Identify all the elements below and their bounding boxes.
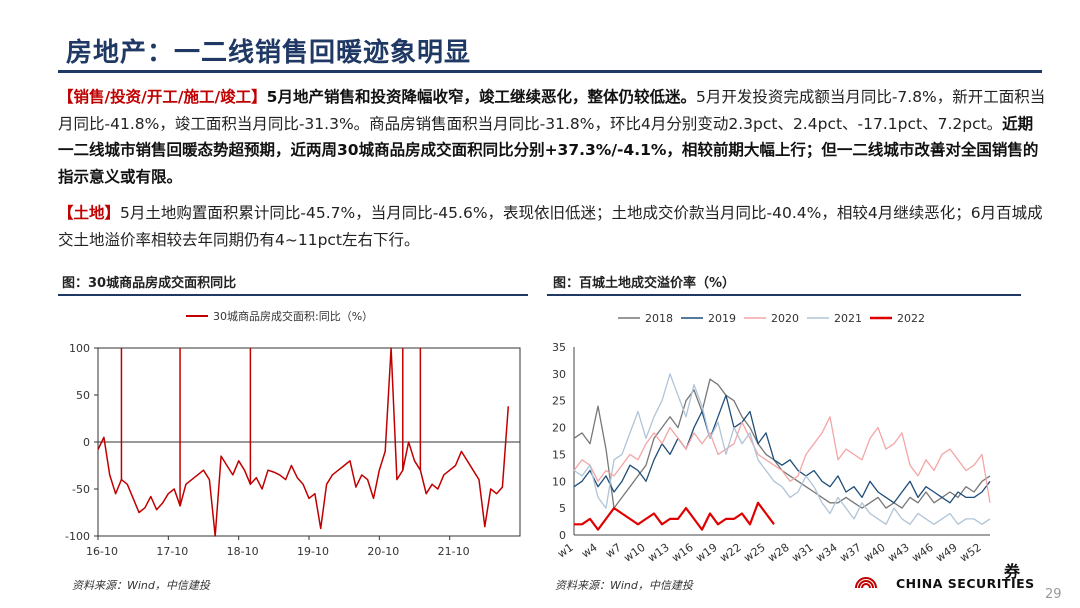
figure2-source: 资料来源：Wind，中信建投	[555, 579, 693, 592]
x-tick-label: 16-10	[86, 545, 118, 558]
x-tick-label: w13	[645, 541, 671, 565]
y-tick-label: 30	[552, 368, 566, 381]
y-tick-label: -100	[65, 530, 90, 543]
x-tick-label: w16	[669, 541, 695, 565]
y-tick-label: 20	[552, 422, 566, 435]
x-tick-label: w7	[603, 541, 624, 561]
sales-detail: 5月开发投资完成额当月同比-7.8%，新开工面积当月同比-41.8%，竣工面积当…	[58, 88, 1046, 133]
series-line-30city-yoy	[97, 347, 510, 537]
y-tick-label: 0	[559, 529, 566, 542]
x-tick-label: w4	[579, 541, 600, 561]
series-line-2020	[573, 416, 991, 503]
y-tick-label: 25	[552, 395, 566, 408]
figure1-title: 图：30城商品房成交面积同比	[62, 276, 237, 291]
y-tick-label: 35	[552, 341, 566, 354]
x-tick-label: w19	[693, 541, 719, 565]
x-tick-label: w31	[789, 541, 815, 565]
legend-label-2018: 2018	[645, 312, 673, 325]
logo-cn-text: 券	[1004, 562, 1021, 581]
chart2-legend: 2018 2019 2020 2021 2022	[618, 312, 925, 325]
y-tick-label: 50	[76, 389, 90, 402]
series-line-2021	[573, 373, 991, 525]
y-tick-label: 0	[83, 436, 90, 449]
x-tick-label: w10	[621, 541, 647, 565]
series-line-2022	[574, 501, 775, 531]
sales-investment-paragraph: 【销售/投资/开工/施工/竣工】5月地产销售和投资降幅收窄，竣工继续恶化，整体仍…	[58, 84, 1048, 190]
slide-title: 房地产：一二线销售回暖迹象明显	[66, 38, 472, 68]
chart2-axes: 35 30 25 20 15 10 5 0w1 w4 w7w10w13w16w19w22w25w2…	[552, 341, 990, 565]
page-number: 29	[1045, 587, 1062, 602]
logo-emblem-icon	[855, 577, 877, 589]
x-tick-label: w28	[765, 541, 791, 565]
chart2-marks	[573, 373, 991, 531]
figure2-title: 图：百城土地成交溢价率（%）	[553, 276, 736, 291]
chart-30city-sales-yoy: 30城商品房成交面积:同比（%） 100 50 0 -50 -100 16-10 17-10…	[65, 309, 521, 558]
legend-label-2021: 2021	[834, 312, 862, 325]
land-tag: 【土地】	[58, 204, 121, 222]
x-tick-label: 20-10	[367, 545, 399, 558]
x-tick-label: w1	[555, 541, 576, 561]
series-line-2019	[573, 394, 991, 504]
title-divider	[58, 70, 1042, 73]
logo-en-text: CHINA SECURITIES	[896, 576, 1035, 591]
chart1-marks	[97, 347, 510, 537]
series-line-2018	[573, 378, 991, 509]
y-tick-label: 5	[559, 502, 566, 515]
legend-label-2020: 2020	[771, 312, 799, 325]
x-tick-label: 17-10	[156, 545, 188, 558]
x-tick-label: 19-10	[297, 545, 329, 558]
legend-label: 30城商品房成交面积:同比（%）	[213, 309, 373, 323]
x-tick-label: 21-10	[438, 545, 470, 558]
y-tick-label: 100	[69, 342, 90, 355]
chart1-axes: 100 50 0 -50 -100 16-10 17-10 18-10 19-10 20-10 21…	[65, 342, 521, 558]
land-text: 5月土地购置面积累计同比-45.7%，当月同比-45.6%，表现依旧低迷；土地成…	[58, 204, 1043, 249]
x-tick-label: w34	[813, 541, 839, 565]
figure2-divider	[547, 294, 1021, 296]
sales-tag: 【销售/投资/开工/施工/竣工】	[58, 88, 267, 106]
y-tick-label: 10	[552, 475, 566, 488]
y-tick-label: -50	[72, 483, 90, 496]
x-tick-label: w22	[717, 541, 743, 565]
land-paragraph: 【土地】5月土地购置面积累计同比-45.7%，当月同比-45.6%，表现依旧低迷…	[58, 200, 1048, 253]
sales-summary: 5月地产销售和投资降幅收窄，竣工继续恶化，整体仍较低迷。	[266, 88, 696, 106]
legend-label-2022: 2022	[897, 312, 925, 325]
figure1-divider	[58, 294, 528, 296]
x-tick-label: 18-10	[227, 545, 259, 558]
china-securities-logo: 券 CHINA SECURITIES	[854, 558, 1034, 594]
legend-label-2019: 2019	[708, 312, 736, 325]
figure1-source: 资料来源：Wind，中信建投	[72, 579, 210, 592]
x-tick-label: w25	[741, 541, 767, 565]
sales-outlook: 近期一二线城市销售回暖态势超预期，近两周30城商品房成交面积同比分别+37.3%…	[58, 114, 1039, 186]
y-tick-label: 15	[552, 448, 566, 461]
